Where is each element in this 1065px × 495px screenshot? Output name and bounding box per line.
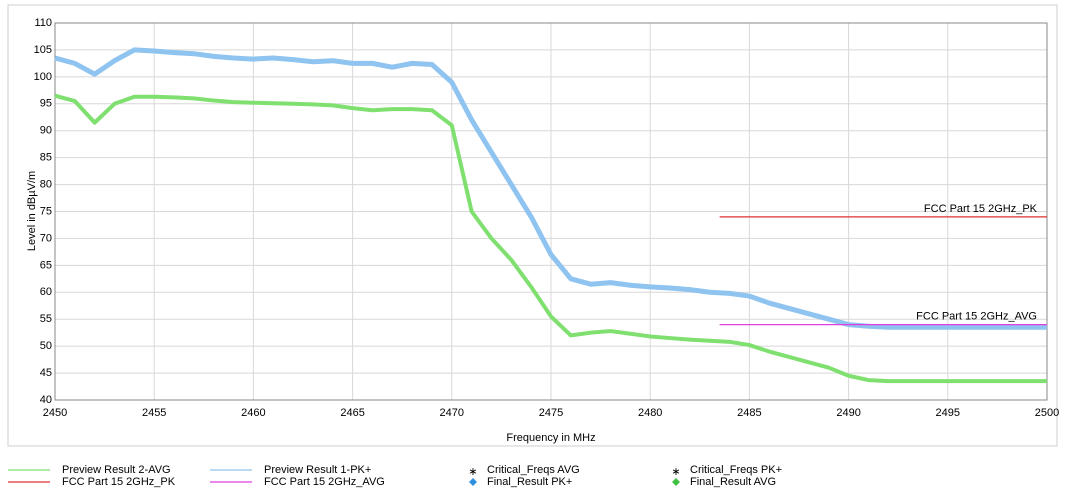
y-tick-label: 90 [40,125,52,137]
y-tick-label: 105 [34,44,52,56]
legend-label: Critical_Freqs AVG [487,464,580,476]
x-tick-label: 2455 [142,407,166,419]
y-tick-label: 50 [40,340,52,352]
x-tick-label: 2465 [340,407,364,419]
x-tick-label: 2475 [539,407,563,419]
legend-swatch: ∗ [468,466,477,478]
x-tick-label: 2480 [638,407,662,419]
y-tick-label: 110 [34,17,52,29]
x-tick-label: 2450 [43,407,67,419]
legend-label: Preview Result 2-AVG [62,464,171,476]
y-tick-label: 55 [40,313,52,325]
chart-frame [7,4,1058,447]
x-axis-title: Frequency in MHz [506,432,595,444]
x-tick-label: 2470 [440,407,464,419]
x-tick-label: 2490 [836,407,860,419]
x-tick-label: 2460 [241,407,265,419]
limit-label: FCC Part 15 2GHz_AVG [916,311,1037,323]
legend-swatch [469,478,477,486]
y-tick-label: 70 [40,232,52,244]
legend-label: Preview Result 1-PK+ [264,464,371,476]
legend-label: Final_Result AVG [690,476,776,488]
y-tick-label: 100 [34,71,52,83]
y-axis-title: Level in dBµV/m [26,171,38,251]
y-tick-label: 45 [40,367,52,379]
series-line [54,47,1047,330]
x-tick-label: 2495 [936,407,960,419]
y-tick-label: 80 [40,178,52,190]
y-tick-label: 95 [40,98,52,110]
x-tick-label: 2485 [737,407,761,419]
series-line [54,93,1047,384]
y-tick-label: 65 [40,259,52,271]
y-tick-label: 75 [40,205,52,217]
legend-label: Critical_Freqs PK+ [690,464,782,476]
y-tick-label: 40 [40,394,52,406]
limit-label: FCC Part 15 2GHz_PK [924,203,1038,215]
legend-label: FCC Part 15 2GHz_PK [62,476,176,488]
plot-border [54,22,1048,401]
legend-swatch [672,478,680,486]
y-tick-label: 85 [40,152,52,164]
legend-label: Final_Result PK+ [487,476,572,488]
y-tick-label: 60 [40,286,52,298]
legend-label: FCC Part 15 2GHz_AVG [264,476,385,488]
x-tick-label: 2500 [1035,407,1059,419]
legend-swatch: ∗ [671,466,680,478]
